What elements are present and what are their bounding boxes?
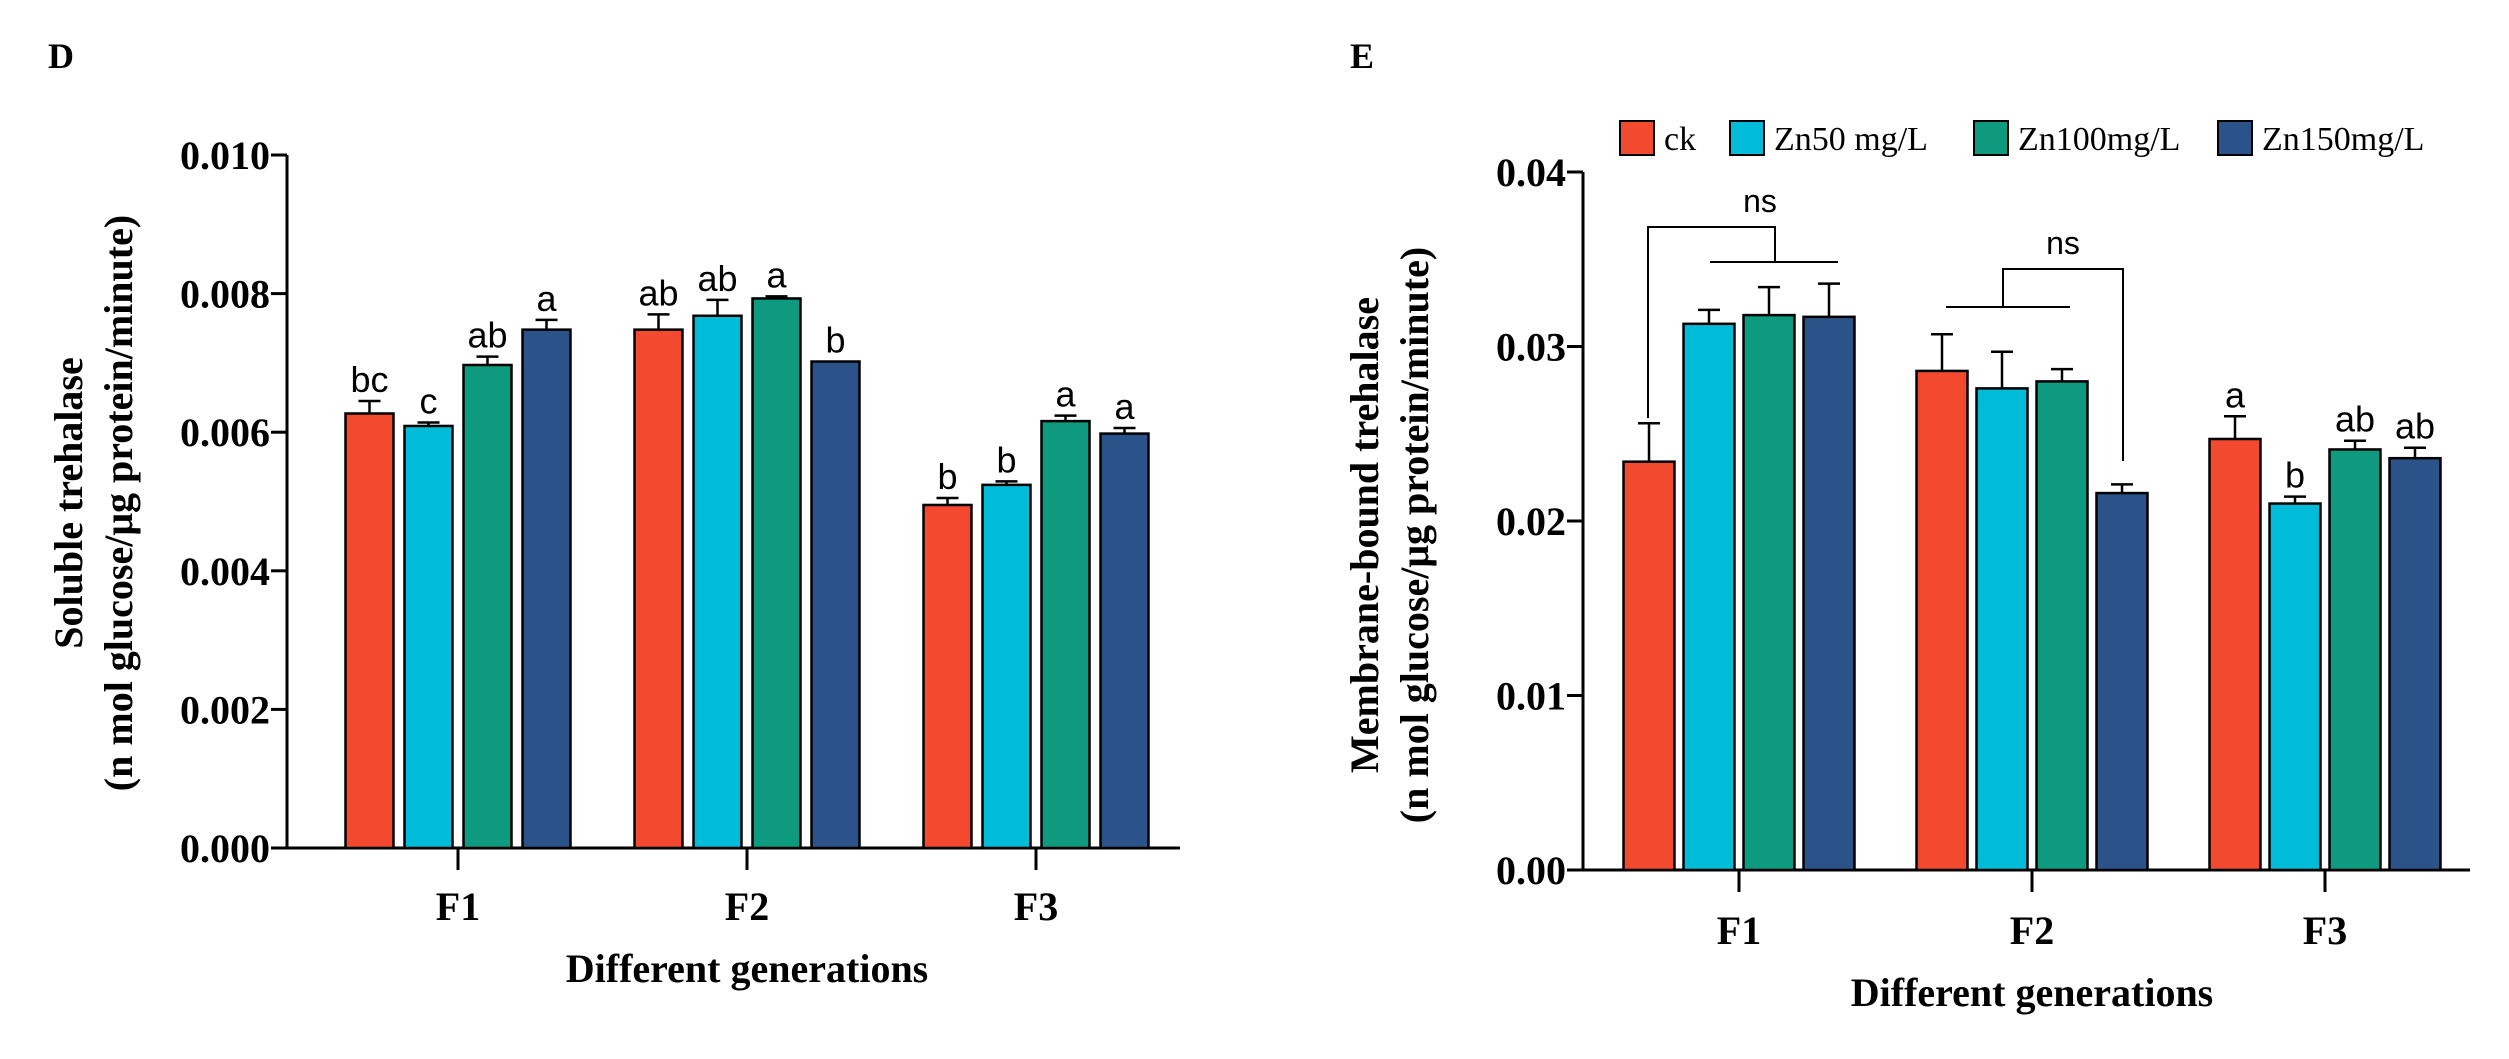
legend-swatch-ck <box>1619 120 1655 156</box>
x-tick-label: F2 <box>2010 908 2054 953</box>
bar <box>1622 460 1676 872</box>
y-tick-label: 0.04 <box>1496 150 1566 195</box>
significance-letter: ab <box>467 315 507 356</box>
bar <box>1915 369 1969 872</box>
bar <box>1742 313 1796 872</box>
bar <box>633 328 684 850</box>
y-tick-label: 0.01 <box>1496 674 1566 719</box>
bar <box>462 363 513 850</box>
y-tick-label: 0.004 <box>180 549 270 594</box>
y-axis-title-line2: (n mol glucose/μg protein/minute) <box>96 215 141 791</box>
legend: ck Zn50 mg/L Zn100mg/L Zn150mg/L <box>1619 120 2424 158</box>
bar <box>2095 491 2149 872</box>
y-tick-label: 0.03 <box>1496 325 1566 370</box>
x-tick-label: F1 <box>436 884 480 929</box>
x-axis-title: Different generations <box>566 946 929 991</box>
x-tick-label: F2 <box>725 884 769 929</box>
significance-letter: c <box>420 380 438 421</box>
bar <box>344 412 395 850</box>
y-axis-title-line1: Membrane-bound trehalase <box>1342 297 1387 773</box>
bar <box>1099 432 1150 850</box>
bar <box>2328 448 2382 872</box>
bar <box>2035 380 2089 872</box>
significance-letter: a <box>536 278 557 319</box>
significance-letter: bc <box>350 359 388 400</box>
x-tick-label: F3 <box>1014 884 1058 929</box>
bar <box>2208 437 2262 872</box>
bar <box>981 483 1032 850</box>
legend-item: ck <box>1619 120 1696 158</box>
bar <box>1802 315 1856 872</box>
bar <box>1040 419 1091 850</box>
significance-letter: a <box>1055 374 1076 415</box>
bar <box>2388 456 2442 872</box>
legend-label: Zn150mg/L <box>2262 121 2424 158</box>
significance-letter: b <box>996 439 1016 480</box>
y-axis-title-line1: Soluble trehalase <box>46 357 91 649</box>
legend-item: Zn150mg/L <box>2217 120 2424 158</box>
significance-letter: ab <box>697 258 737 299</box>
bar <box>521 328 572 850</box>
bar <box>1975 387 2029 872</box>
bracket-line <box>1647 226 1838 418</box>
significance-letter: ab <box>2395 406 2435 447</box>
significance-letter: b <box>825 320 845 361</box>
bar <box>922 503 973 850</box>
ns-label: ns <box>1743 183 1777 219</box>
y-tick-label: 0.02 <box>1496 499 1566 544</box>
x-axis-title: Different generations <box>1851 970 2214 1015</box>
legend-label: ck <box>1664 121 1696 158</box>
bar <box>403 424 454 850</box>
significance-letter: a <box>2225 374 2246 415</box>
y-tick-label: 0.006 <box>180 410 270 455</box>
bar <box>751 297 802 850</box>
bracket-line <box>1946 268 2124 461</box>
x-tick-label: F3 <box>2303 908 2347 953</box>
bar <box>810 360 861 850</box>
y-tick-label: 0.000 <box>180 826 270 871</box>
bar <box>692 314 743 850</box>
y-tick-label: 0.008 <box>180 272 270 317</box>
significance-letter: b <box>2285 455 2305 496</box>
panel-label-d: D <box>48 36 74 76</box>
y-tick-label: 0.002 <box>180 687 270 732</box>
y-axis-title-line2: (n mol glucose/μg protein/minute) <box>1392 247 1437 823</box>
legend-swatch-zn150 <box>2217 120 2253 156</box>
x-tick-label: F1 <box>1717 908 1761 953</box>
y-tick-label: 0.010 <box>180 133 270 178</box>
legend-item: Zn100mg/L <box>1973 120 2180 158</box>
significance-letter: a <box>766 254 787 295</box>
panel-label-e: E <box>1350 36 1374 76</box>
significance-letter: ab <box>638 272 678 313</box>
legend-swatch-zn50 <box>1729 120 1765 156</box>
significance-letter: ab <box>2335 399 2375 440</box>
legend-item: Zn50 mg/L <box>1729 120 1928 158</box>
bar <box>2268 502 2322 872</box>
y-tick-label: 0.00 <box>1496 848 1566 893</box>
ns-label: ns <box>2046 225 2080 261</box>
significance-letter: a <box>1114 386 1135 427</box>
legend-label: Zn100mg/L <box>2018 121 2180 158</box>
significance-bracket-f2: ns <box>1946 225 2124 461</box>
legend-label: Zn50 mg/L <box>1774 121 1928 158</box>
significance-letter: b <box>937 456 957 497</box>
significance-bracket-f1: ns <box>1647 183 1838 418</box>
bar <box>1682 322 1736 872</box>
legend-swatch-zn100 <box>1973 120 2009 156</box>
